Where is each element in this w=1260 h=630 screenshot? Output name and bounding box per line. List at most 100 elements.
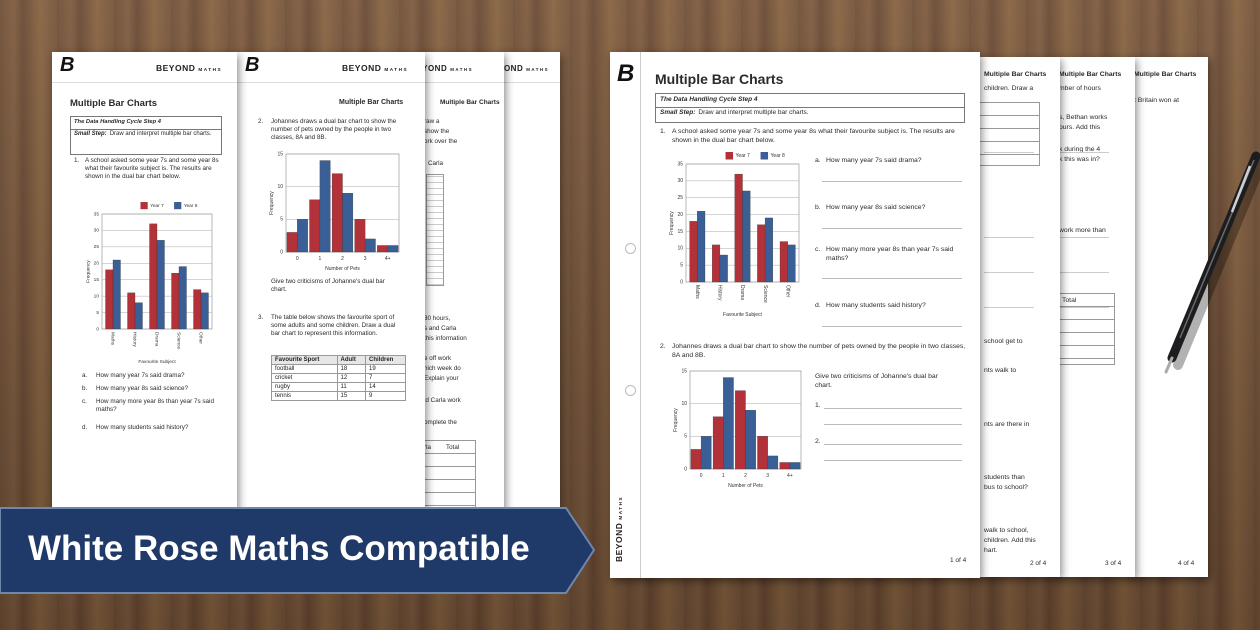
bar <box>200 292 209 330</box>
part-letter: d. <box>815 302 821 309</box>
bar <box>767 455 779 470</box>
brand: BEYONDMATHS <box>614 496 624 562</box>
brand-name: BEYOND <box>342 63 382 73</box>
worksheet-page: BEYONDMATHS Multiple Bar Charts raw a show … <box>424 52 504 512</box>
rule-line <box>824 460 962 461</box>
bar <box>700 436 712 470</box>
x-tick-label: 0 <box>296 256 299 262</box>
bar <box>171 272 180 330</box>
x-tick-label: Drama <box>739 285 745 300</box>
page-fragment: hich week do <box>424 365 461 372</box>
logo: B <box>245 54 260 76</box>
rule-line <box>822 278 962 279</box>
bar <box>331 173 343 253</box>
question-number: 1. <box>660 128 666 135</box>
small-step-label: Small Step: <box>660 109 696 116</box>
x-tick-label: Maths <box>110 332 116 346</box>
page-fragment: show the <box>424 128 450 135</box>
question-text: A school asked some year 7s and some yea… <box>85 157 219 181</box>
page-fragment: Multiple Bar Charts <box>440 99 500 106</box>
binder-hole <box>625 385 636 396</box>
page-fragment: Carla <box>428 160 444 167</box>
bar <box>712 416 724 470</box>
worksheet-page: Multiple Bar Charts children. Draw a schoo… <box>980 57 1060 577</box>
page-fragment: k during the 4 <box>1059 146 1101 153</box>
table-row: football 18 19 <box>271 364 407 374</box>
page-number: 1 of 4 <box>950 557 967 564</box>
rule-line <box>424 82 504 83</box>
part-letter: d. <box>82 424 88 431</box>
legend-label: Year 7 <box>150 203 164 209</box>
page-fragment: this information <box>424 335 467 342</box>
page-fragment: raw a <box>424 118 440 125</box>
rule-line <box>824 408 962 409</box>
page-fragment: Multiple Bar Charts <box>984 71 1047 78</box>
table-cell: 19 <box>364 364 407 374</box>
worksheet-title: Multiple Bar Charts <box>655 71 784 87</box>
x-tick-label: Science <box>762 285 768 303</box>
y-tick-label: 10 <box>681 401 687 407</box>
y-tick-label: 0 <box>684 466 687 472</box>
bar <box>193 289 202 330</box>
y-tick-label: 5 <box>96 310 99 316</box>
bar <box>690 449 702 470</box>
x-tick-label: History <box>132 332 138 348</box>
part-letter: c. <box>815 246 821 253</box>
table-outline <box>424 440 476 512</box>
rule-line <box>1059 307 1109 308</box>
y-axis-label: Frequency <box>673 408 679 432</box>
rule-line <box>984 152 1034 153</box>
x-tick-label: 2 <box>341 256 344 262</box>
page-fragment: Multiple Bar Charts <box>1059 71 1122 78</box>
bar <box>745 410 756 470</box>
bar <box>757 224 766 283</box>
legend-label: Year 8 <box>771 153 785 159</box>
y-tick-label: 10 <box>94 293 100 299</box>
bar <box>286 232 298 253</box>
question-number: 2. <box>660 343 666 350</box>
bar <box>105 269 114 330</box>
rule-line <box>52 82 237 83</box>
bar <box>712 244 721 283</box>
question-text: The table below shows the favourite spor… <box>271 314 396 338</box>
y-tick-label: 5 <box>680 262 683 268</box>
bar <box>789 462 801 470</box>
page-fragment: children. Add this <box>984 537 1036 544</box>
y-tick-label: 0 <box>96 326 99 332</box>
bar <box>735 390 746 470</box>
answer-number: 1. <box>815 402 821 409</box>
page-number: 4 of 4 <box>1178 560 1195 567</box>
small-step: Small Step: Draw and interpret multiple b… <box>74 131 214 139</box>
part-letter: a. <box>82 372 88 379</box>
y-tick-label: 10 <box>277 184 283 190</box>
x-axis-label: Number of Pets <box>728 483 763 489</box>
x-tick-label: Other <box>784 285 790 298</box>
page-fragment: ours. Add this <box>1059 124 1101 131</box>
page-fragment: students than <box>984 474 1025 481</box>
bar <box>742 190 751 283</box>
step-label: The Data Handling Cycle Step 4 <box>74 119 161 125</box>
rule-line <box>822 326 962 327</box>
table-row: rugby 11 14 <box>271 382 407 392</box>
x-tick-label: 3 <box>766 473 769 479</box>
bar <box>377 245 388 253</box>
bar <box>156 240 165 330</box>
x-tick-label: History <box>717 285 723 301</box>
bar <box>319 160 331 253</box>
question-prompt: Give two criticisms of Johanne's dual ba… <box>271 278 385 294</box>
rule-line <box>824 424 962 425</box>
table-cell: rugby <box>271 382 338 392</box>
part-text: How many students said history? <box>96 424 189 431</box>
brand-sub: MATHS <box>384 67 409 72</box>
rule-line <box>822 228 962 229</box>
rule-line <box>824 444 962 445</box>
y-tick-label: 35 <box>677 161 683 167</box>
question-text: Johannes draws a dual bar chart to show … <box>271 118 397 142</box>
table-header: Favourite Sport Adult Children <box>271 355 407 365</box>
bar <box>309 199 321 253</box>
page-fragment: bus to school? <box>984 484 1028 491</box>
header-cell: Children <box>364 355 407 365</box>
x-tick-label: Maths <box>694 285 700 299</box>
table-cell: 12 <box>336 373 366 383</box>
